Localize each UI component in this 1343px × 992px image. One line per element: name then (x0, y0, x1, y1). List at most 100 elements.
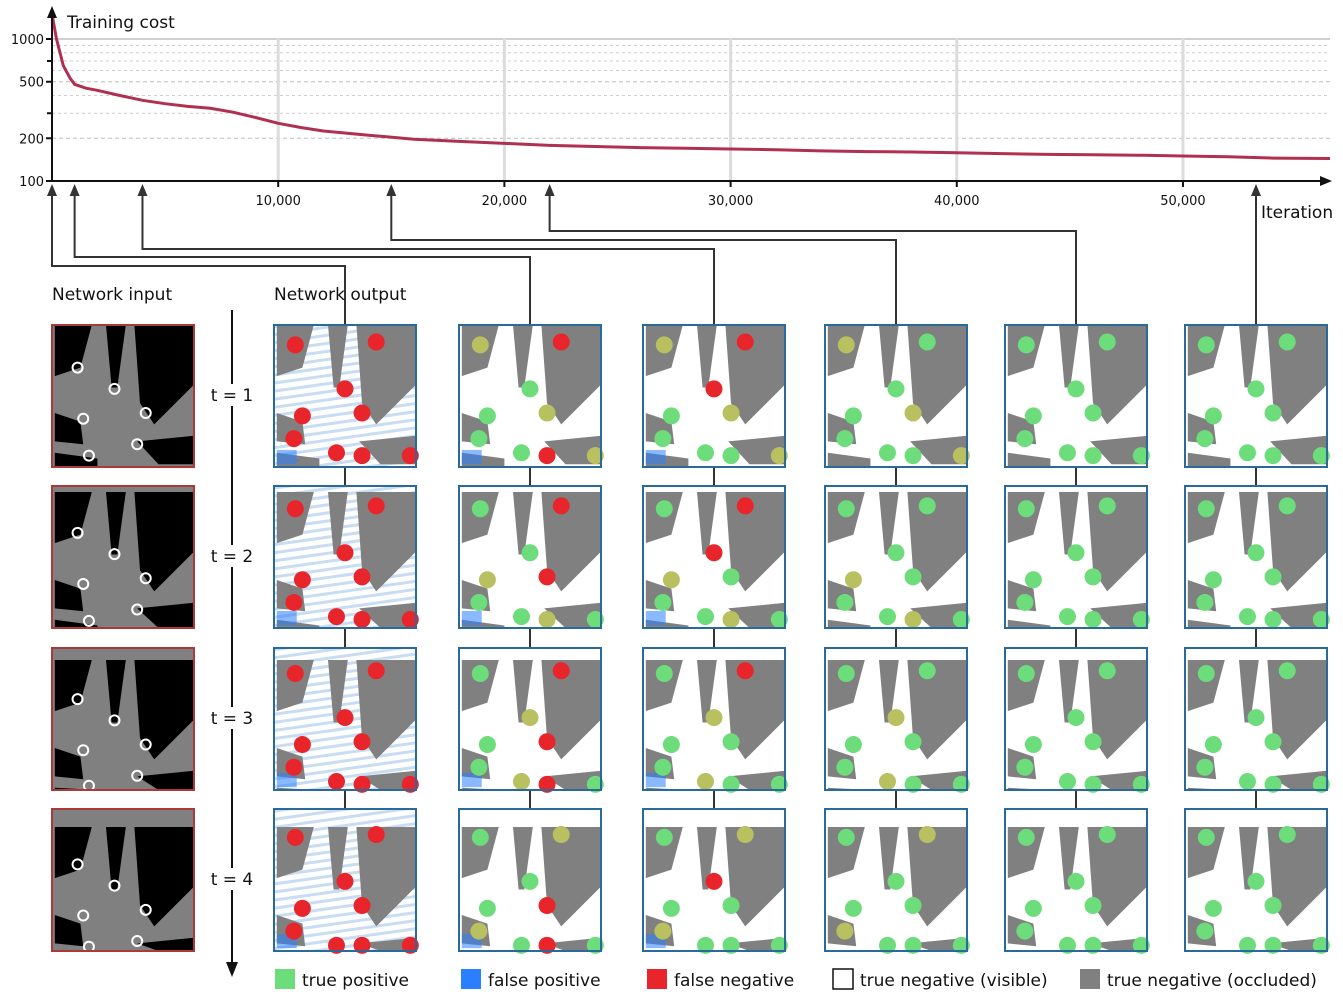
occluded-region (697, 492, 717, 555)
keypoint-dot (1238, 608, 1256, 626)
keypoint-dot (336, 380, 354, 398)
x-tick-label: 40,000 (934, 194, 980, 209)
y-tick-label: 1000 (11, 33, 44, 48)
keypoint-dot (538, 404, 556, 422)
keypoint-dot (1278, 497, 1296, 515)
keypoint-dot (1264, 897, 1282, 915)
occluded-region (1090, 602, 1147, 628)
panel-border (458, 808, 602, 952)
keypoint-dot (353, 775, 371, 793)
keypoint-dot (286, 500, 304, 518)
occluded-region (1187, 619, 1231, 628)
output-panel (1004, 485, 1150, 629)
keypoint-dot (722, 775, 740, 793)
occluded-region (1270, 937, 1327, 951)
keypoint-dot (844, 899, 862, 917)
keypoint-dot (770, 447, 788, 465)
panel-border (273, 485, 417, 629)
contour-mark (139, 407, 152, 420)
occluded-region (1087, 827, 1147, 927)
keypoint-dot (837, 828, 855, 846)
keypoint-dot (1084, 447, 1102, 465)
snapshot-arrowhead (386, 184, 397, 196)
x-axis-label: Iteration (1261, 203, 1333, 223)
keypoint-dot (1278, 662, 1296, 680)
keypoint-dot (770, 775, 788, 793)
occluded-region (697, 325, 717, 388)
keypoint-dot (471, 828, 489, 846)
keypoint-dot (1204, 899, 1222, 917)
keypoint-dot (538, 610, 556, 628)
occluded-region (461, 660, 499, 712)
panel-border (1184, 808, 1328, 952)
output-panel (273, 324, 419, 468)
occluded-region (1059, 660, 1079, 723)
contour-mark (71, 858, 84, 871)
panel-border (273, 324, 417, 468)
keypoint-dot (512, 608, 530, 626)
panel-border (51, 485, 195, 629)
keypoint-dot (696, 608, 714, 626)
keypoint-dot (887, 380, 905, 398)
occluded-region (1090, 435, 1147, 465)
keypoint-dot (327, 444, 345, 462)
keypoint-dot (1084, 610, 1102, 628)
y-tick-label: 100 (19, 175, 44, 190)
keypoint-dot (1058, 936, 1076, 954)
keypoint-dot (336, 709, 354, 727)
occluded-region (725, 827, 785, 927)
keypoint-dot (470, 593, 488, 611)
keypoint-dot (722, 936, 740, 954)
keypoint-dot (918, 826, 936, 844)
occluded-region (879, 660, 899, 723)
keypoint-dot (952, 936, 970, 954)
panel-border (1004, 808, 1148, 952)
keypoint-dot (1247, 872, 1265, 890)
training-cost-chart: 100 200 500 1000 10,000 20,000 30,000 40,000 50,… (11, 6, 1333, 223)
false-positive-patch (645, 772, 666, 788)
keypoint-dot (662, 407, 680, 425)
occluded-region (1187, 660, 1225, 712)
occluded-region (1270, 435, 1327, 465)
keypoint-dot (1238, 772, 1256, 790)
snapshot-arrowhead (544, 184, 555, 196)
contour-mark (108, 382, 121, 395)
keypoint-dot (293, 407, 311, 425)
keypoint-dot (1132, 447, 1150, 465)
occluded-region (1187, 492, 1225, 544)
output-panel (458, 485, 604, 629)
keypoint-dot (1197, 828, 1215, 846)
keypoint-dot (1264, 775, 1282, 793)
output-panel (273, 808, 419, 954)
occluded-region (1270, 602, 1327, 628)
keypoint-dot (1017, 500, 1035, 518)
occluded-region (328, 827, 348, 890)
panel-border (51, 647, 195, 791)
network-input-label: Network input (52, 285, 172, 305)
time-arrow (226, 310, 238, 977)
keypoint-dot (1132, 936, 1150, 954)
occluded-region (910, 770, 967, 790)
keypoint-dot (904, 610, 922, 628)
occluded-region (1267, 325, 1327, 425)
legend-swatch (832, 968, 854, 990)
keypoint-dot (1084, 936, 1102, 954)
keypoint-dot (401, 936, 419, 954)
legend-swatch (647, 969, 667, 989)
occluded-region (645, 660, 683, 712)
occluded-region (645, 827, 683, 879)
x-tick-label: 30,000 (708, 194, 754, 209)
panel-border (458, 324, 602, 468)
keypoint-dot (586, 775, 604, 793)
occluded-region (1090, 770, 1147, 790)
keypoint-dot (918, 497, 936, 515)
contour-mark (108, 714, 121, 727)
keypoint-dot (736, 497, 754, 515)
keypoint-dot (1196, 430, 1214, 448)
keypoint-dot (1024, 407, 1042, 425)
contour-mark (71, 526, 84, 539)
snapshot-arrowhead (137, 184, 148, 196)
occluded-region (827, 660, 865, 712)
keypoint-dot (1312, 610, 1330, 628)
occluded-region (1007, 827, 1045, 879)
